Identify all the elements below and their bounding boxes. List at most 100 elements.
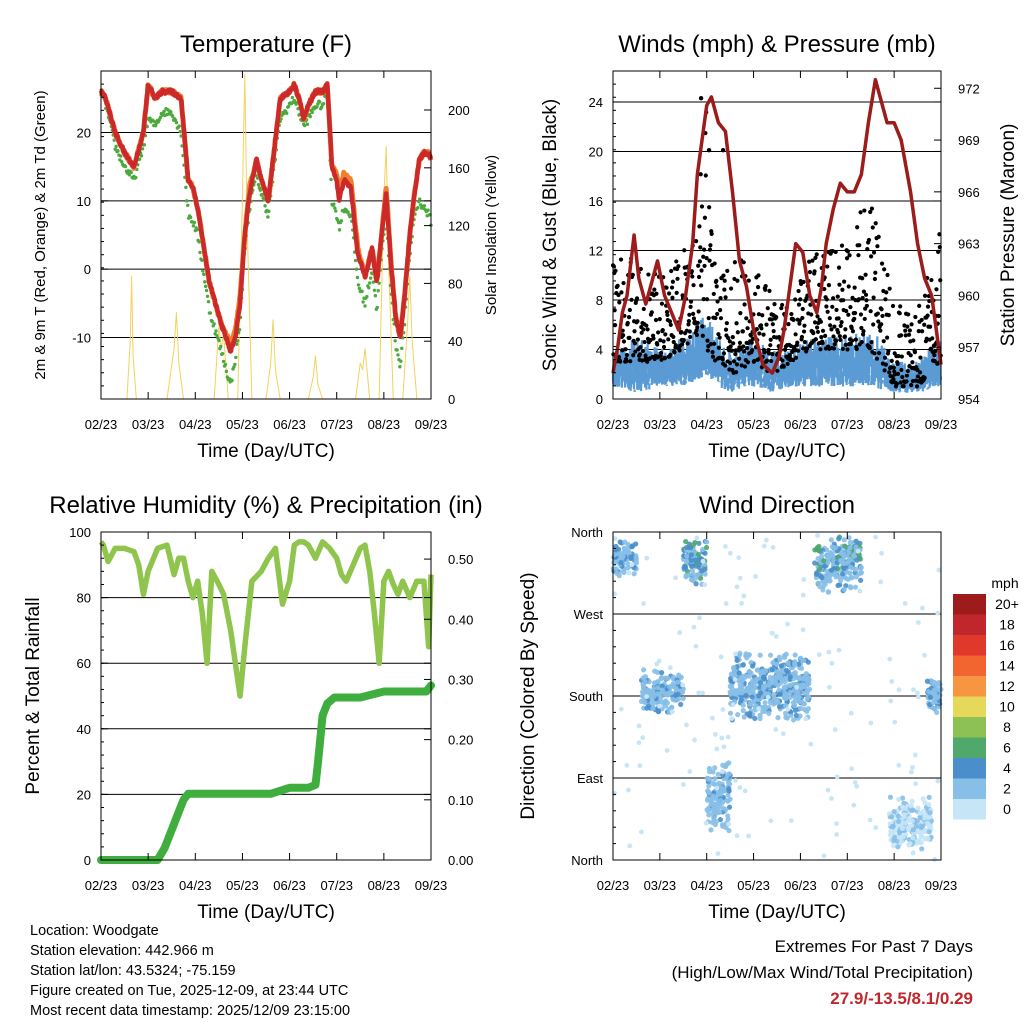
direction-point [670,696,676,702]
direction-point [717,816,724,823]
gust-point [706,316,711,321]
dewpoint-point [202,272,206,276]
direction-point [934,709,940,716]
gust-point [929,277,934,283]
gust-point [710,350,715,355]
gust-point [633,349,638,354]
gust-point [937,232,942,237]
direction-point [619,554,625,561]
direction-point [736,690,743,696]
gust-point [619,290,624,295]
direction-point [773,727,779,732]
direction-point [637,763,643,769]
direction-point [627,843,633,849]
gust-point [717,355,722,360]
gust-point [891,365,896,370]
gust-point [764,322,769,327]
direction-point [712,765,718,771]
dewpoint-point [174,120,179,125]
direction-point [690,571,696,577]
legend-label: 0 [1003,801,1011,817]
gust-point [638,266,643,272]
gust-point [836,330,841,335]
gust-point [700,333,705,338]
gust-point [685,341,690,346]
dewpoint-point [267,209,271,213]
gust-point [869,206,875,211]
gust-point [849,325,854,331]
gust-point [826,283,832,288]
gust-point [864,303,869,309]
gust-point [749,340,754,345]
legend-label: 20+ [995,596,1019,612]
gust-point [748,333,754,338]
dewpoint-point [321,101,326,106]
gust-point [782,347,788,352]
direction-point [793,712,799,719]
direction-point [907,841,913,847]
dewpoint-point [305,122,310,126]
direction-point [655,685,661,691]
legend-swatch [953,758,986,779]
direction-point [718,654,724,660]
gust-point [779,306,784,311]
gust-point [904,373,910,378]
gust-point [705,338,710,343]
gust-point [856,297,861,302]
direction-point [753,574,758,579]
legend-title: mph [991,575,1018,591]
direction-point [680,782,686,787]
y-tick-label: 20 [77,126,91,141]
gust-point [695,320,700,325]
direction-point [737,575,743,581]
direction-point [702,571,708,577]
x-tick-label: 04/23 [690,878,723,893]
gust-point [865,246,870,252]
gust-point [886,313,891,318]
gust-point [714,278,719,283]
gust-point [800,315,805,321]
gust-point [807,269,813,275]
gust-point [895,371,901,377]
direction-point [723,601,729,607]
direction-point [740,707,746,714]
gust-point [612,308,617,313]
dewpoint-point [399,359,403,363]
gust-point [798,297,803,302]
gust-point [741,260,746,265]
direction-point [891,809,897,815]
gust-point [728,286,734,291]
direction-point [899,825,906,831]
direction-point [800,627,806,633]
gust-point [839,320,844,325]
gust-point [666,337,671,342]
gust-point [718,296,723,301]
gust-point [687,312,692,317]
direction-point [918,824,924,831]
gust-point [721,273,726,278]
gust-point [846,284,851,289]
direction-point [727,691,734,697]
dewpoint-point [206,299,211,304]
gust-point [699,283,704,288]
gust-point [852,316,857,321]
gust-point [666,291,672,296]
gust-point [844,308,849,314]
dewpoint-point [395,348,399,352]
gust-point [754,326,759,332]
gust-point [723,327,729,332]
y2-tick-label: 80 [448,276,462,291]
gust-point [772,302,777,307]
direction-point [853,544,859,550]
gust-point [860,295,865,301]
gust-point [613,323,618,328]
direction-point [802,690,808,696]
direction-point [792,662,798,668]
gust-point [769,358,774,364]
direction-point [936,567,942,573]
info-location: Location: Woodgate [30,923,159,939]
direction-point [771,691,777,698]
direction-point [900,834,906,840]
gust-point [879,322,884,327]
gust-point [827,316,832,321]
